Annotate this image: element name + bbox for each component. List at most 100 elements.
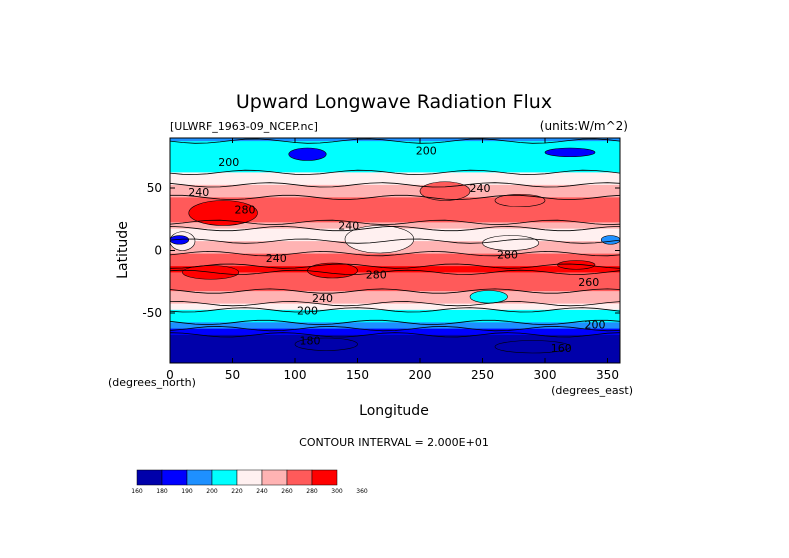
- heatmap-band: [170, 328, 620, 336]
- heatmap-band: [170, 272, 620, 280]
- heatmap-band: [170, 334, 620, 342]
- contour-line: [170, 319, 620, 326]
- contour-label: 200: [416, 145, 437, 158]
- heatmap-band: [170, 353, 620, 361]
- colorbar-swatch: [286, 469, 313, 486]
- contour-label: 200: [585, 318, 606, 331]
- heatmap-band: [170, 266, 620, 273]
- contour-label: 240: [338, 220, 359, 233]
- heatmap-band: [170, 284, 620, 292]
- heatmap-patch: [307, 262, 358, 279]
- contour-interval-note: CONTOUR INTERVAL = 2.000E+01: [299, 436, 489, 449]
- heatmap-band: [170, 253, 620, 261]
- contour-line: [170, 332, 620, 338]
- heatmap-patch: [494, 340, 571, 354]
- x-axis-label: Longitude: [359, 403, 429, 419]
- x-tick-label: 250: [471, 368, 494, 382]
- contour-line: [170, 288, 620, 294]
- contour-line: [170, 194, 620, 201]
- y-tick-label: 0: [154, 244, 162, 258]
- contour-line: [170, 138, 620, 144]
- x-tick-label: 50: [225, 368, 240, 382]
- x-tick-label: 200: [409, 368, 432, 382]
- contour-line: [170, 307, 620, 313]
- contour-line: [170, 238, 620, 244]
- contour-line: [170, 219, 620, 226]
- heatmap-band: [170, 303, 620, 311]
- contour-line: [170, 182, 620, 188]
- y-unit-label: (degrees_north): [108, 376, 196, 389]
- heatmap-band: [170, 322, 620, 330]
- colorbar-tick-label: 190: [181, 488, 193, 495]
- heatmap-band: [170, 222, 620, 230]
- heatmap-band: [170, 316, 620, 323]
- x-axis: 0 50 100 150 200 250 300 350: [166, 138, 619, 382]
- x-tick-label: 0: [166, 368, 174, 382]
- heatmap-patch: [600, 235, 620, 245]
- heatmap-band: [170, 297, 620, 305]
- heatmap-patch: [288, 147, 327, 161]
- heatmap-band: [170, 166, 620, 173]
- contour-label: 280: [235, 203, 256, 216]
- heatmap-band: [170, 309, 620, 317]
- x-tick-label: 100: [284, 368, 307, 382]
- contour-line: [170, 301, 620, 307]
- contour-line: [170, 250, 620, 257]
- colorbar-tick-label: 280: [306, 488, 318, 495]
- y-tick-label: 50: [147, 181, 162, 195]
- heatmap-band: [170, 347, 620, 355]
- heatmap-patch: [557, 260, 596, 270]
- chart-title: Upward Longwave Radiation Flux: [236, 91, 552, 113]
- contour-label: 240: [312, 292, 333, 305]
- colorbar-swatch: [211, 469, 238, 486]
- units-label: (units:W/m^2): [540, 119, 628, 133]
- colorbar-swatch: [261, 469, 288, 486]
- heatmap-band: [170, 359, 620, 363]
- contour-label: 180: [300, 335, 321, 348]
- contour-label: 200: [218, 156, 239, 169]
- colorbar-tick-label: 220: [231, 488, 243, 495]
- heatmap-field: [170, 138, 620, 363]
- colorbar-tick-label: 200: [206, 488, 218, 495]
- contour-label: 240: [188, 186, 209, 199]
- heatmap-band: [170, 138, 620, 142]
- heatmap-band: [170, 184, 620, 192]
- heatmap-band: [170, 278, 620, 286]
- heatmap-band: [170, 291, 620, 298]
- x-tick-label: 150: [346, 368, 369, 382]
- colorbar-tick-label: 180: [156, 488, 168, 495]
- heatmap-patch: [544, 147, 596, 158]
- colorbar-legend: 160 180 190 200 220 240 260 280 300 360: [131, 469, 368, 495]
- colorbar-tick-label: 240: [256, 488, 268, 495]
- contour-label: 280: [366, 268, 387, 281]
- colorbar-tick-label: 160: [131, 488, 143, 495]
- heatmap-band: [170, 197, 620, 205]
- heatmap-patch: [170, 235, 190, 245]
- heatmap-band: [170, 209, 620, 217]
- colorbar-swatch: [136, 469, 163, 486]
- dataset-label: [ULWRF_1963-09_NCEP.nc]: [170, 120, 318, 133]
- heatmap-patch: [294, 337, 358, 351]
- colorbar-swatch: [161, 469, 188, 486]
- y-axis-label: Latitude: [115, 221, 131, 279]
- heatmap-band: [170, 172, 620, 180]
- colorbar-swatch: [186, 469, 213, 486]
- heatmap-band: [170, 141, 620, 148]
- y-tick-label: -50: [142, 306, 162, 320]
- heatmap-band: [170, 259, 620, 267]
- contour-label: 200: [297, 305, 318, 318]
- contour-line: [170, 225, 620, 232]
- x-tick-label: 350: [596, 368, 619, 382]
- contour-line: [170, 169, 620, 175]
- heatmap-patch: [188, 200, 258, 226]
- heatmap-band: [170, 178, 620, 186]
- heatmap-band: [170, 203, 620, 211]
- x-tick-label: 300: [534, 368, 557, 382]
- contour-label: 260: [578, 276, 599, 289]
- contour-label: 240: [266, 252, 287, 265]
- contour-line: [170, 269, 620, 275]
- colorbar-swatch: [311, 469, 338, 486]
- heatmap-patch: [469, 290, 508, 304]
- heatmap-band: [170, 147, 620, 155]
